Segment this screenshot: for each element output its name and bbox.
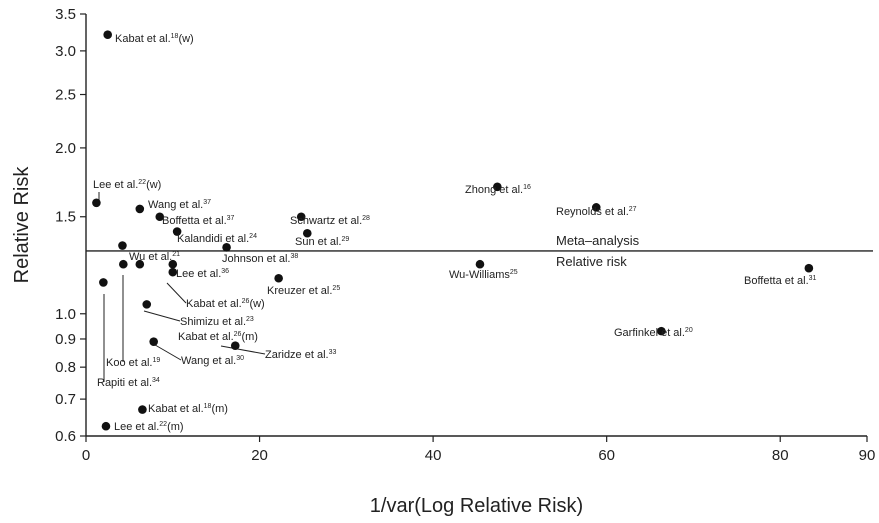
- leader-line: [220, 345, 266, 355]
- data-point: [135, 204, 145, 214]
- data-point: [119, 259, 128, 269]
- point-label: Kabat et al.18(m): [148, 403, 228, 415]
- x-tick-label: 80: [772, 447, 789, 464]
- data-point: [101, 421, 111, 431]
- x-tick-label: 20: [251, 447, 268, 464]
- data-point: [99, 278, 108, 287]
- y-tick-label: 0.9: [55, 331, 76, 348]
- point-label: Shimizu et al.23: [180, 316, 254, 328]
- x-tick-label: 0: [82, 447, 90, 464]
- data-point: [591, 203, 601, 212]
- data-point: [657, 326, 666, 336]
- x-tick-label: 40: [425, 447, 442, 464]
- point-label: Schwartz et al.28: [290, 215, 370, 227]
- axes: [85, 14, 867, 437]
- point-label: Rapiti et al.34: [97, 377, 160, 389]
- x-axis-title: 1/var(Log Relative Risk): [370, 495, 583, 517]
- point-label: Kalandidi et al.24: [177, 233, 257, 245]
- point-label: Sun et al.29: [295, 236, 349, 248]
- x-ticks: 0 20 40 60 80 90: [82, 436, 876, 464]
- data-point: [135, 259, 145, 269]
- y-tick-label: 1.5: [55, 209, 76, 226]
- data-point: [172, 227, 182, 236]
- data-point: [296, 212, 306, 222]
- label-leader-lines: [98, 192, 266, 382]
- data-point: [274, 273, 283, 283]
- point-label: Zaridze et al.33: [265, 349, 336, 361]
- y-tick-label: 1.0: [55, 306, 76, 323]
- y-tick-label: 0.7: [55, 391, 76, 408]
- y-tick-label: 0.6: [55, 428, 76, 445]
- relative-risk-label: Relative risk: [556, 254, 627, 269]
- data-point: [230, 341, 240, 351]
- data-point: [92, 198, 101, 208]
- meta-analysis-label: Meta–analysis: [556, 233, 640, 248]
- data-point: [302, 228, 312, 238]
- y-tick-label: 2.0: [55, 140, 76, 157]
- x-tick-label: 60: [598, 447, 615, 464]
- data-point: [138, 405, 147, 414]
- point-label: Wu-Williams25: [449, 269, 518, 281]
- point-label: Kreuzer et al.25: [267, 285, 340, 297]
- point-label: Lee et al.22(m): [114, 421, 184, 433]
- y-tick-label: 3.0: [55, 43, 76, 60]
- point-label: Wang et al.37: [148, 199, 211, 211]
- point-label: Boffetta et al.37: [162, 215, 235, 227]
- data-point: [142, 300, 152, 309]
- data-point: [118, 241, 127, 250]
- point-label: Garfinkel et al.20: [614, 327, 693, 339]
- leader-line: [143, 310, 181, 322]
- point-label: Lee et al.22(w): [93, 179, 161, 191]
- x-tick-label: 90: [859, 447, 876, 464]
- point-label: Kabat et al.18(w): [115, 33, 194, 45]
- point-labels: Kabat et al.18(w) Lee et al.22(w) Wang et …: [93, 33, 817, 433]
- point-label: Wu et al.21: [129, 251, 180, 263]
- data-point: [155, 212, 165, 222]
- point-label: Wang et al.30: [181, 355, 244, 367]
- leader-line: [166, 282, 187, 304]
- point-label: Kabat et al.26(w): [186, 298, 265, 310]
- y-tick-label: 2.5: [55, 87, 76, 104]
- meta-analysis-reference: Meta–analysis Relative risk: [86, 233, 873, 269]
- y-axis-title: Relative Risk: [11, 166, 33, 284]
- y-tick-label: 3.5: [55, 6, 76, 23]
- point-label: Koo et al.19: [106, 357, 160, 369]
- point-label: Kabat et al.26(m): [178, 331, 258, 343]
- data-point: [168, 259, 178, 269]
- point-label: Lee et al.36: [176, 268, 229, 280]
- point-label: Reynolds et al.27: [556, 206, 637, 218]
- data-point: [222, 243, 231, 252]
- y-tick-label: 0.8: [55, 359, 76, 376]
- data-point: [168, 267, 178, 277]
- data-point: [475, 259, 485, 269]
- y-ticks: 0.6 0.7 0.8 0.9 1.0 1.5 2.0 2.5 3.0 3.5: [55, 6, 86, 445]
- data-point: [149, 337, 158, 346]
- point-label: Johnson et al.38: [222, 253, 298, 265]
- data-point: [804, 263, 814, 273]
- point-label: Zhong et al.16: [465, 184, 531, 196]
- data-point: [493, 182, 502, 192]
- data-point: [103, 30, 112, 39]
- point-label: Boffetta et al.31: [744, 275, 817, 287]
- data-points: [92, 30, 814, 431]
